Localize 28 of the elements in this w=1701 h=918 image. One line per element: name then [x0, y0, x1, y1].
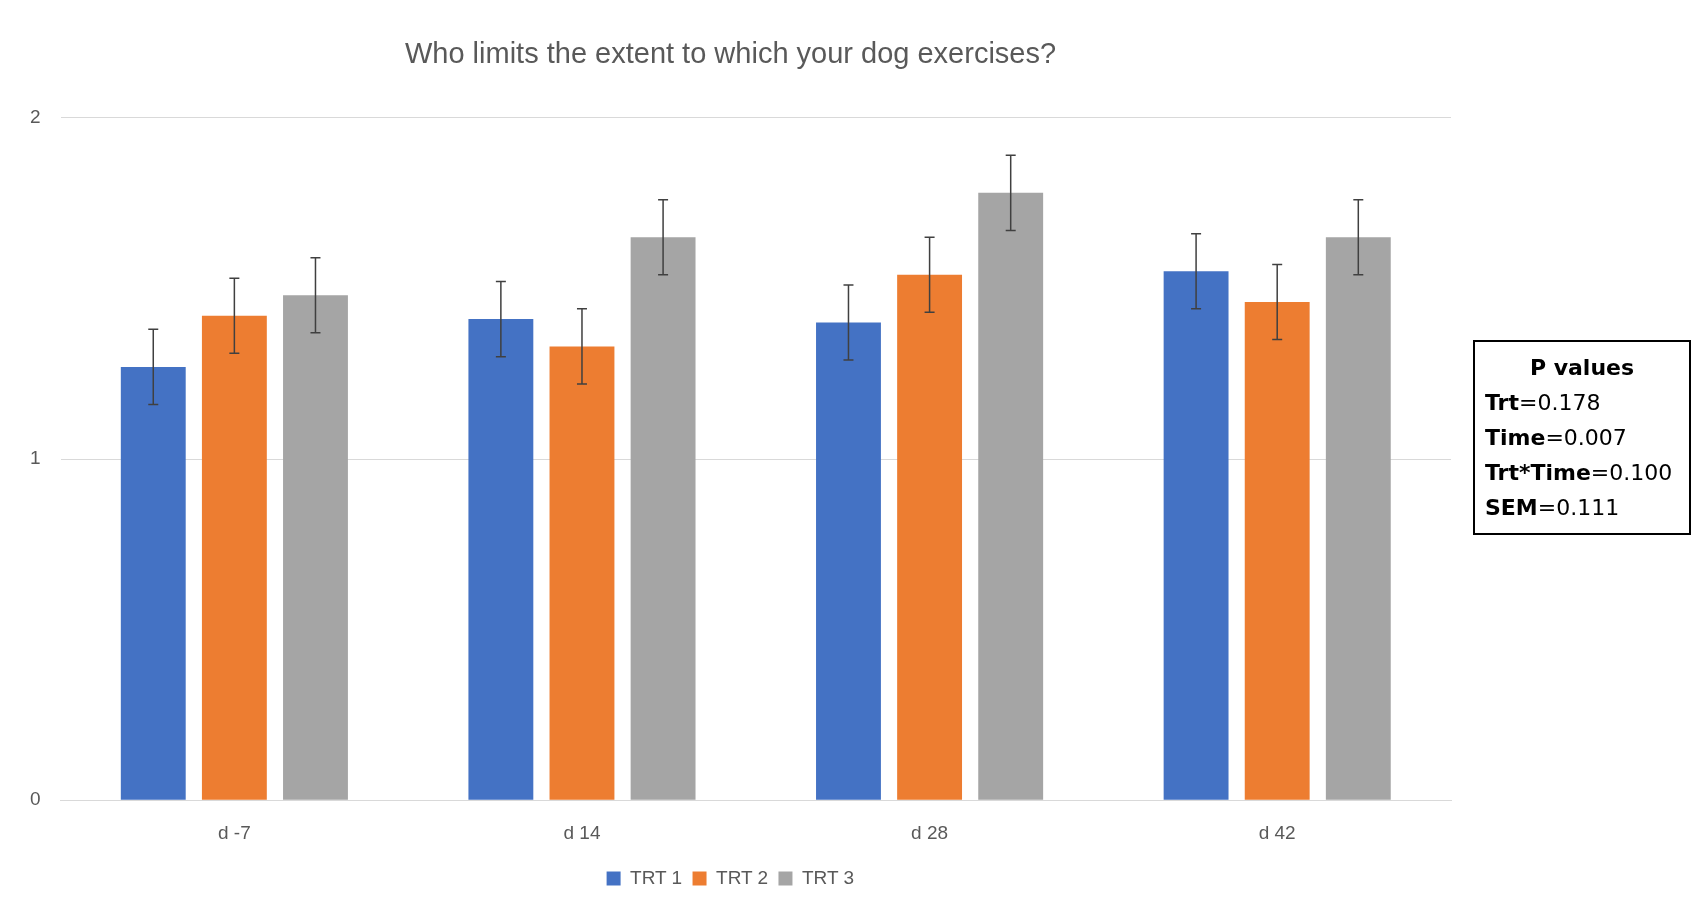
- bar: [1325, 237, 1391, 800]
- legend-label: TRT 1: [630, 866, 683, 888]
- bar: [201, 315, 267, 800]
- x-tick-label: d 14: [563, 821, 601, 843]
- y-tick-label: 2: [29, 106, 41, 128]
- x-tick-label: d -7: [218, 821, 251, 843]
- chart-title: Who limits the extent to which your dog exercises?: [404, 37, 1057, 70]
- text: Time=0.007: [1485, 424, 1628, 452]
- bar: [120, 366, 186, 800]
- bar: [549, 346, 615, 800]
- bar: [897, 274, 963, 800]
- bar: [468, 319, 534, 800]
- y-tick-label: 0: [29, 788, 41, 810]
- bar: [1163, 271, 1229, 800]
- x-tick-label: d 42: [1258, 821, 1296, 843]
- bar: [816, 322, 881, 800]
- x-tick-label: d 28: [911, 821, 949, 843]
- bar: [630, 237, 696, 800]
- bar: [978, 192, 1044, 800]
- legend-label: TRT 2: [716, 866, 769, 888]
- y-tick-label: 1: [29, 447, 41, 469]
- text: P values: [1528, 354, 1636, 382]
- text: Trt*Time=0.100: [1485, 459, 1674, 487]
- bar: [283, 295, 348, 800]
- bar: [1244, 302, 1310, 800]
- text: Trt=0.178: [1485, 389, 1602, 417]
- legend-label: TRT 3: [801, 866, 855, 888]
- text: SEM=0.111: [1485, 494, 1621, 522]
